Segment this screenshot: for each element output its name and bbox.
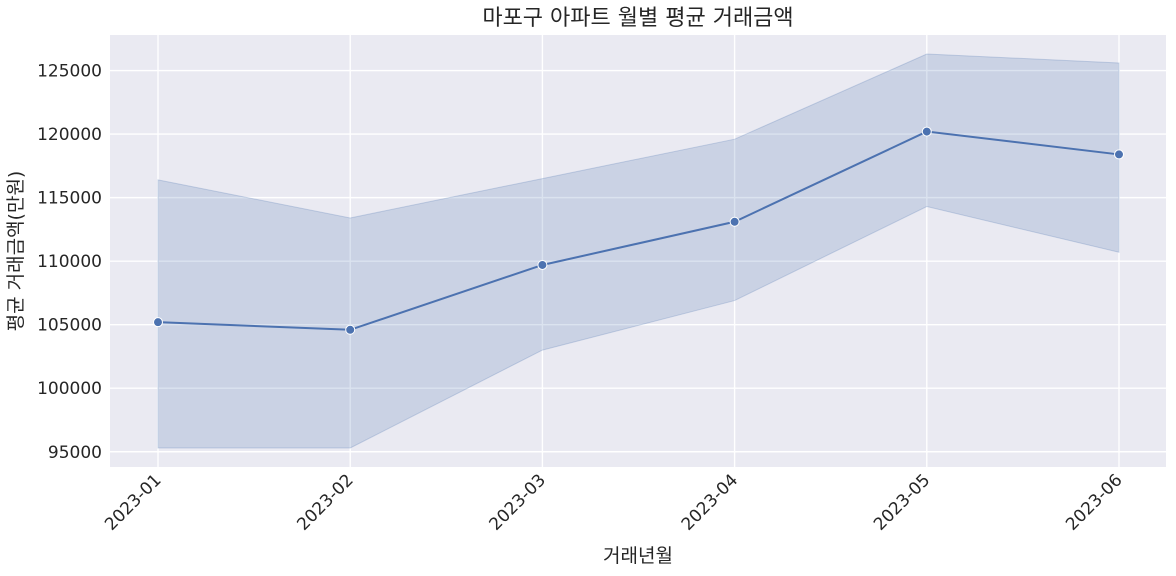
series-line-path <box>157 130 1120 331</box>
y-axis-label: 평균 거래금액(만원) <box>5 171 27 332</box>
data-point <box>345 324 356 335</box>
data-points <box>153 126 1124 335</box>
x-tick-label: 2023-02 <box>293 470 357 534</box>
x-tick-label: 2023-04 <box>678 470 742 534</box>
confidence-band <box>157 53 1120 449</box>
x-tick-label: 2023-05 <box>870 470 934 534</box>
y-tick-label: 95000 <box>48 443 102 463</box>
y-tick-label: 125000 <box>37 62 102 82</box>
ci-band <box>157 53 1120 449</box>
data-point <box>921 126 932 137</box>
y-tick-label: 105000 <box>37 316 102 336</box>
x-tick-label: 2023-01 <box>101 470 165 534</box>
x-axis-ticks: 2023-01 2023-02 2023-03 2023-04 2023-05 2023-… <box>101 470 1126 534</box>
data-point <box>153 317 163 328</box>
x-axis-label: 거래년월 <box>603 545 673 567</box>
x-tick-label: 2023-03 <box>486 470 550 534</box>
x-tick-label: 2023-06 <box>1062 470 1126 534</box>
y-tick-label: 120000 <box>37 125 102 145</box>
grid-lines <box>110 35 1166 467</box>
y-tick-label: 110000 <box>37 252 102 272</box>
data-point <box>537 259 548 270</box>
data-point <box>729 216 740 227</box>
y-tick-label: 115000 <box>37 189 102 209</box>
plot-area <box>110 35 1166 467</box>
y-tick-label: 100000 <box>37 379 102 399</box>
series-line <box>157 130 1120 331</box>
data-point <box>1114 149 1124 160</box>
y-axis-ticks: 95000 100000 105000 110000 115000 120000 12500… <box>37 62 102 463</box>
chart-title: 마포구 아파트 월별 평균 거래금액 <box>482 6 793 31</box>
